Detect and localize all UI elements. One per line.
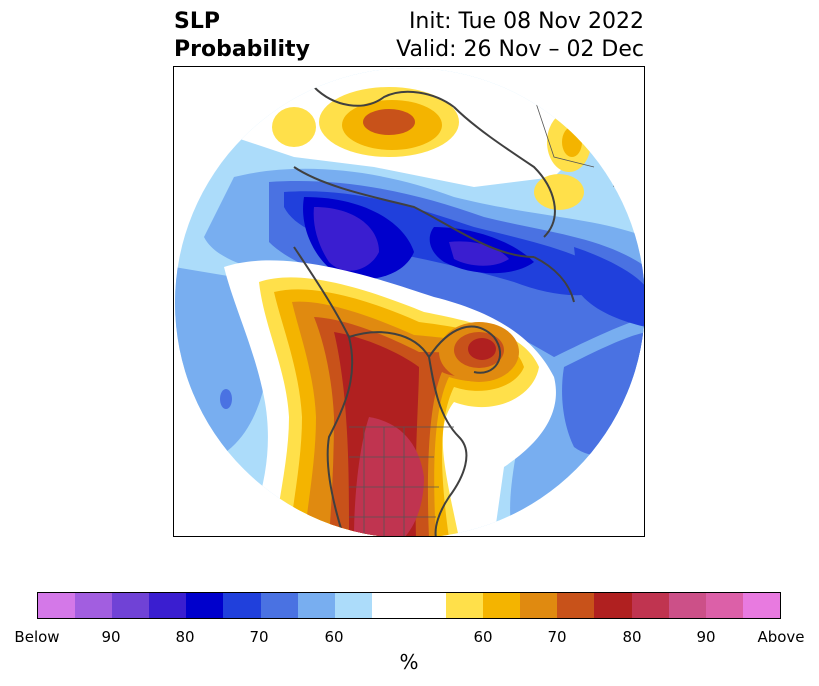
init-date: Init: Tue 08 Nov 2022 xyxy=(408,9,644,34)
colorbar-tick-label: 70 xyxy=(547,628,567,646)
title-right: Init: Tue 08 Nov 2022 Valid: 26 Nov – 02… xyxy=(396,8,644,64)
map-svg xyxy=(175,68,644,536)
colorbar-cell xyxy=(149,593,187,618)
title-left: SLP Probability xyxy=(174,8,310,64)
colorbar-cell xyxy=(594,593,632,618)
colorbar-cell xyxy=(186,593,224,618)
colorbar-cell xyxy=(483,593,521,618)
colorbar-tick-label: 80 xyxy=(622,628,642,646)
colorbar-cell xyxy=(75,593,113,618)
colorbar-cell xyxy=(631,593,669,618)
colorbar-cell xyxy=(668,593,706,618)
colorbar-cell xyxy=(408,593,447,618)
colorbar-tick-label: Below xyxy=(14,628,60,646)
title-variable: SLP xyxy=(174,9,220,34)
colorbar-cell xyxy=(371,593,409,618)
colorbar-cell xyxy=(334,593,372,618)
valid-range: Valid: 26 Nov – 02 Dec xyxy=(396,37,644,62)
colorbar-cell xyxy=(223,593,261,618)
colorbar-cell xyxy=(557,593,595,618)
colorbar-cell xyxy=(297,593,335,618)
colorbar-tick-label: 70 xyxy=(249,628,269,646)
colorbar-cell xyxy=(112,593,150,618)
colorbar-cell xyxy=(705,593,743,618)
colorbar-tick-label: 90 xyxy=(101,628,121,646)
colorbar-unit: % xyxy=(399,650,419,674)
colorbar xyxy=(37,592,781,619)
probability-shading xyxy=(175,68,644,536)
colorbar-tick-label: 60 xyxy=(473,628,493,646)
coastlines xyxy=(293,86,575,536)
probability-map xyxy=(173,66,645,537)
colorbar-tick-label: Above xyxy=(757,628,805,646)
colorbar-cell xyxy=(38,593,76,618)
colorbar-tick-label: 80 xyxy=(175,628,195,646)
colorbar-cell xyxy=(520,593,558,618)
title-product: Probability xyxy=(174,37,310,62)
colorbar-tick-label: 90 xyxy=(696,628,716,646)
colorbar-cell xyxy=(446,593,484,618)
colorbar-tick-label: 60 xyxy=(324,628,344,646)
colorbar-cell xyxy=(260,593,298,618)
colorbar-cell xyxy=(742,593,780,618)
